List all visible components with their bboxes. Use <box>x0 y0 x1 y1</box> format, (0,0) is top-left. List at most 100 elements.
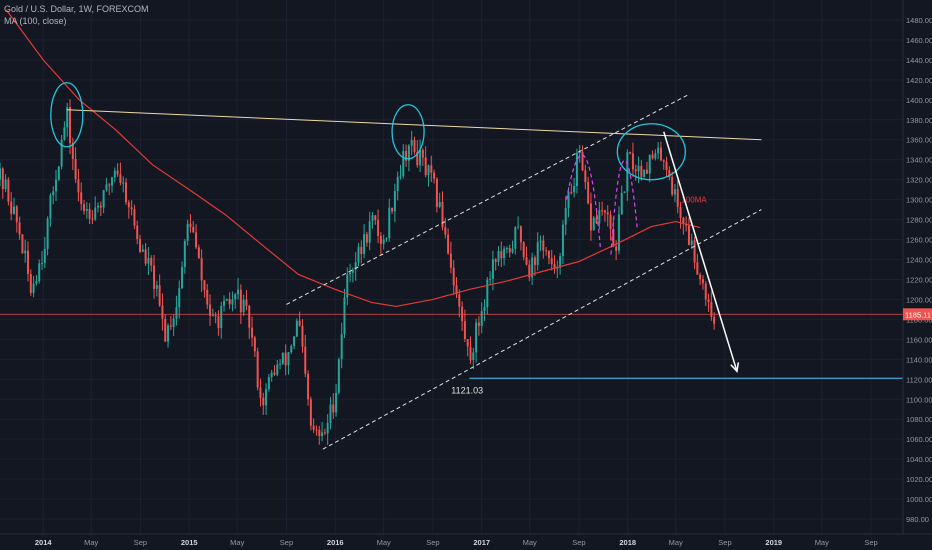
candle-body <box>251 327 254 338</box>
candle-body <box>651 154 654 159</box>
candle-body <box>273 372 276 375</box>
candle-body <box>559 256 562 268</box>
candle-body <box>183 240 186 267</box>
candle-body <box>519 226 522 243</box>
candle-body <box>141 249 144 252</box>
candle-body <box>547 250 550 259</box>
candle-body <box>514 227 517 249</box>
candle-body <box>119 174 122 183</box>
candle-body <box>242 299 245 313</box>
x-tick-label: 2019 <box>765 538 782 547</box>
candle-body <box>629 152 632 154</box>
candle-body <box>223 300 226 306</box>
candle-body <box>447 234 450 254</box>
candle-body <box>318 429 321 437</box>
candle-body <box>707 299 710 303</box>
candle-body <box>29 273 32 293</box>
candle-body <box>671 176 674 195</box>
candle-body <box>211 315 214 317</box>
candle-body <box>80 192 83 205</box>
candle-body <box>217 315 220 329</box>
candle-body <box>161 305 164 319</box>
candle-body <box>410 140 413 146</box>
candle-body <box>483 307 486 312</box>
candle-body <box>466 338 469 347</box>
symbol-title: Gold / U.S. Dollar, 1W, FOREXCOM <box>4 4 149 14</box>
candle-body <box>231 299 234 305</box>
candle-body <box>279 363 282 365</box>
candle-body <box>228 298 231 305</box>
y-tick-label: 1420.00 <box>906 76 932 85</box>
candle-body <box>290 345 293 353</box>
candle-body <box>494 259 497 262</box>
y-tick-label: 1340.00 <box>906 156 932 165</box>
pattern-arc <box>610 160 638 255</box>
candle-body <box>405 150 408 161</box>
candle-body <box>696 262 699 275</box>
y-tick-label: 1100.00 <box>906 395 932 404</box>
candle-body <box>477 322 480 327</box>
candle-body <box>343 297 346 334</box>
candle-body <box>704 283 707 300</box>
candle-body <box>24 250 27 254</box>
candle-body <box>346 274 349 298</box>
candle-body <box>424 157 427 176</box>
candle-body <box>105 184 108 191</box>
candle-body <box>125 182 128 203</box>
candle-body <box>197 247 200 259</box>
candle-body <box>27 250 30 274</box>
candle-body <box>267 377 270 390</box>
candle-body <box>545 250 548 252</box>
candle-body <box>601 210 604 212</box>
candle-body <box>687 225 690 245</box>
candle-body <box>438 201 441 207</box>
candle-body <box>307 373 310 400</box>
candle-body <box>321 432 324 437</box>
candle-body <box>169 325 172 327</box>
x-tick-label: Sep <box>134 538 147 547</box>
candle-body <box>533 257 536 265</box>
candle-body <box>701 279 704 284</box>
candle-body <box>158 285 161 306</box>
candle-body <box>122 182 125 184</box>
y-tick-label: 980.00 <box>906 515 929 524</box>
y-tick-label: 1200.00 <box>906 295 932 304</box>
candle-body <box>329 404 332 424</box>
y-tick-label: 1120.00 <box>906 375 932 384</box>
candle-body <box>573 185 576 193</box>
forecast-arrowhead <box>730 362 740 373</box>
candle-body <box>645 169 648 174</box>
y-tick-label: 1300.00 <box>906 196 932 205</box>
candle-body <box>21 234 24 254</box>
candle-body <box>52 191 55 196</box>
candle-body <box>315 429 318 431</box>
candle-body <box>234 294 237 300</box>
candle-body <box>578 151 581 153</box>
channel-upper <box>286 94 689 305</box>
highlight-ellipse <box>391 104 425 160</box>
candle-body <box>7 179 10 202</box>
candle-body <box>69 107 72 144</box>
candle-body <box>542 240 545 251</box>
candle-body <box>130 207 133 210</box>
candle-body <box>609 214 612 229</box>
candle-body <box>186 223 189 241</box>
candle-body <box>612 228 615 247</box>
candle-body <box>433 172 436 179</box>
candle-body <box>18 222 21 235</box>
candle-body <box>326 423 329 434</box>
candle-body <box>620 192 623 215</box>
candle-body <box>10 201 13 214</box>
candle-body <box>175 307 178 319</box>
indicator-title: MA (100, close) <box>4 16 67 26</box>
candle-body <box>94 207 97 220</box>
candle-body <box>657 147 660 154</box>
candle-body <box>379 235 382 244</box>
candle-body <box>66 107 69 128</box>
candle-body <box>452 267 455 286</box>
candle-body <box>351 269 354 273</box>
candle-body <box>1 168 4 189</box>
candle-body <box>517 226 520 228</box>
candle-body <box>144 249 147 264</box>
